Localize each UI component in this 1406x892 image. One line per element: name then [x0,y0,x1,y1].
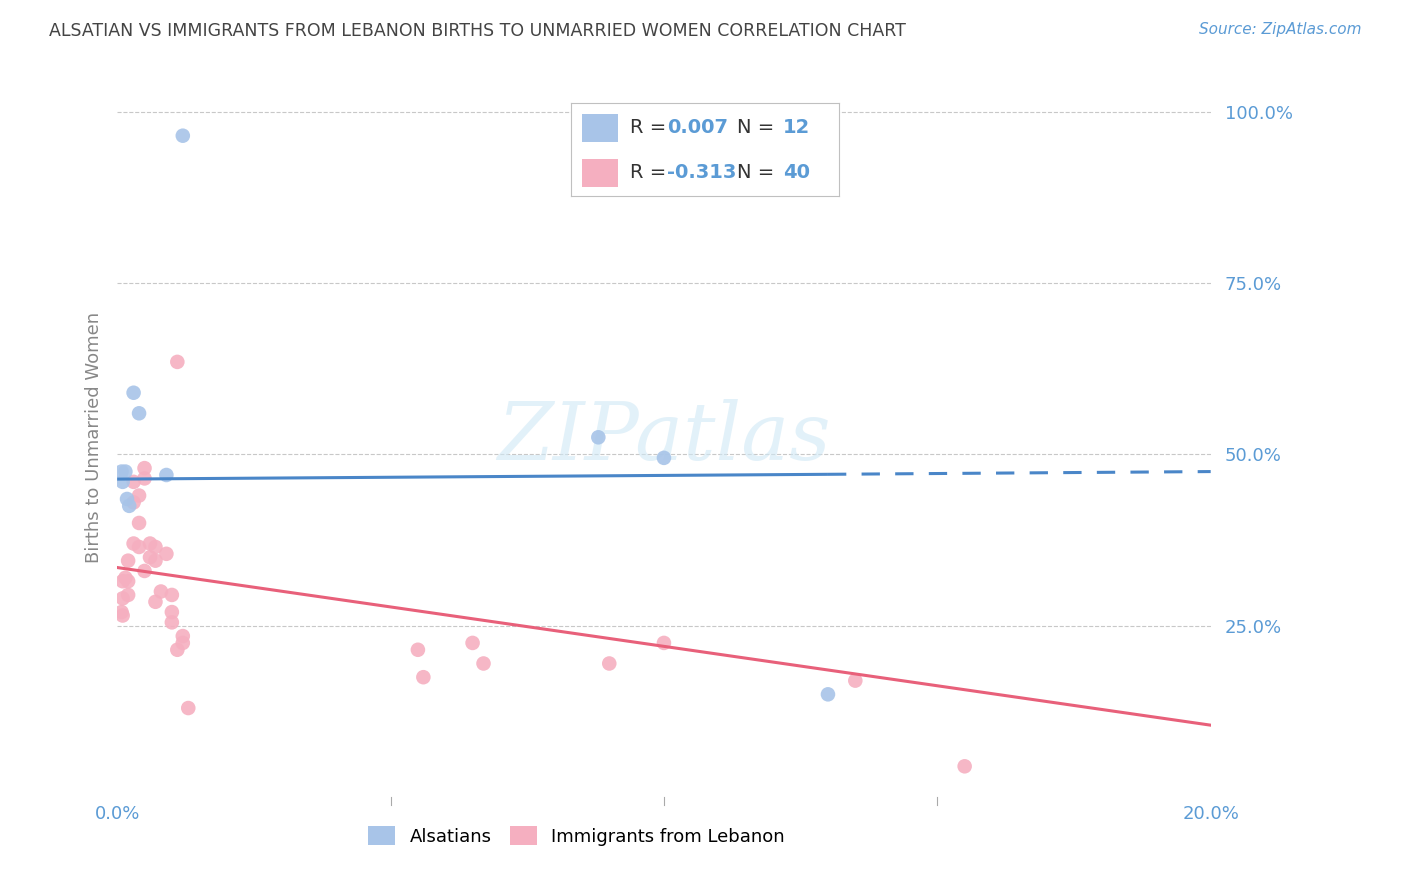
Point [111,574,134,589]
Y-axis label: Births to Unmarried Women: Births to Unmarried Women [86,311,103,563]
Point [128,540,150,554]
Point [598,657,620,671]
Point [149,584,172,599]
Point [134,461,156,475]
Point [134,564,156,578]
Text: R =: R = [630,163,672,182]
Point [145,554,167,568]
Point [160,615,183,630]
FancyBboxPatch shape [582,114,617,142]
Point [114,465,136,479]
Point [177,701,200,715]
Point [160,588,183,602]
Point [817,687,839,701]
Point [406,642,429,657]
Point [122,495,145,509]
Point [128,406,150,420]
Point [155,468,177,483]
Legend: Alsatians, Immigrants from Lebanon: Alsatians, Immigrants from Lebanon [361,819,792,853]
Point [110,465,132,479]
Point [166,355,188,369]
Point [145,540,167,554]
Point [128,516,150,530]
Point [145,595,167,609]
Point [134,471,156,485]
Point [139,550,162,565]
Point [461,636,484,650]
Point [160,605,183,619]
Point [118,499,141,513]
Text: Source: ZipAtlas.com: Source: ZipAtlas.com [1198,22,1361,37]
Point [172,636,194,650]
Point [472,657,495,671]
Text: 40: 40 [783,163,810,182]
Point [652,450,675,465]
Point [111,608,134,623]
Point [111,591,134,606]
Point [652,636,675,650]
Point [844,673,866,688]
Point [588,430,610,444]
Text: ALSATIAN VS IMMIGRANTS FROM LEBANON BIRTHS TO UNMARRIED WOMEN CORRELATION CHART: ALSATIAN VS IMMIGRANTS FROM LEBANON BIRT… [49,22,905,40]
Point [172,128,194,143]
Point [172,629,194,643]
Point [110,605,132,619]
Point [122,385,145,400]
Point [953,759,976,773]
Text: N =: N = [737,163,780,182]
Point [117,588,139,602]
Text: 0.007: 0.007 [668,119,728,137]
Point [117,554,139,568]
Point [115,491,138,506]
Text: -0.313: -0.313 [668,163,737,182]
Text: 12: 12 [783,119,810,137]
Point [155,547,177,561]
FancyBboxPatch shape [582,159,617,186]
Text: N =: N = [737,119,780,137]
Point [114,571,136,585]
Point [122,475,145,489]
Text: R =: R = [630,119,672,137]
Point [117,574,139,589]
Point [412,670,434,684]
Point [122,536,145,550]
Point [111,475,134,489]
Point [128,489,150,503]
Text: ZIPatlas: ZIPatlas [498,399,831,476]
Point [166,642,188,657]
Point [139,536,162,550]
